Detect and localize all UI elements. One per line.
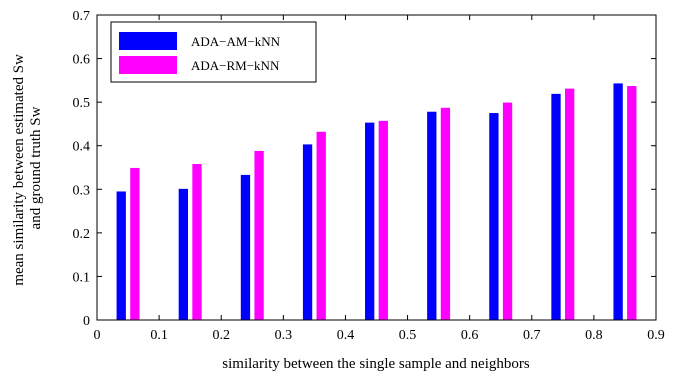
y-tick-label: 0.3	[73, 183, 91, 198]
bar-1-1	[116, 191, 126, 320]
y-tick-label: 0	[83, 314, 90, 329]
x-tick-label: 0.6	[461, 328, 479, 343]
legend: ADA−AM−kNN ADA−RM−kNN	[110, 21, 317, 83]
bar-1-8	[551, 93, 561, 320]
x-tick-label: 0.4	[337, 328, 355, 343]
legend-label-2: ADA−RM−kNN	[191, 58, 280, 73]
x-axis-label: similarity between the single sample and…	[222, 356, 530, 372]
y-tick-label: 0.4	[73, 140, 91, 155]
x-tick-label: 0.3	[275, 328, 293, 343]
bar-1-6	[427, 111, 437, 320]
plot-frame	[96, 14, 657, 321]
bar-2-4	[316, 131, 326, 320]
plot-area: 0 0.1 0.2 0.3 0.4 0.5 0.6 0.7 0.8 0.9 0 0.1 0.2 0.3 0.…	[73, 9, 665, 343]
bar-1-2	[178, 188, 188, 320]
y-axis-label-line-1: mean similarity between estimated Sw	[11, 54, 27, 286]
x-tick-label: 0.5	[399, 328, 417, 343]
legend-label-1: ADA−AM−kNN	[191, 34, 281, 49]
y-tick-label: 0.7	[73, 9, 91, 24]
y-tick-label: 0.5	[73, 96, 91, 111]
y-axis-label-line-2: and ground truth Sw	[28, 106, 44, 229]
bar-2-9	[627, 86, 637, 321]
x-tick-label: 0.2	[212, 328, 230, 343]
bar-2-8	[565, 88, 575, 320]
bar-2-6	[440, 107, 451, 320]
bar-1-5	[365, 122, 375, 321]
x-tick-label: 0.9	[647, 328, 665, 343]
x-tick-label: 0	[94, 328, 101, 343]
y-tick-label: 0.1	[73, 270, 91, 285]
bar-2-1	[130, 167, 140, 320]
y-axis-label: mean similarity between estimated Sw and…	[11, 50, 44, 285]
y-tick-label: 0.2	[73, 227, 91, 242]
bar-2-5	[378, 120, 388, 320]
legend-swatch-1	[119, 32, 177, 50]
bar-1-9	[613, 83, 623, 320]
bar-2-2	[192, 164, 202, 320]
y-tick-label: 0.6	[73, 53, 91, 68]
x-tick-label: 0.7	[523, 328, 541, 343]
legend-swatch-2	[119, 56, 177, 74]
x-tick-label: 0.1	[150, 328, 168, 343]
bar-1-7	[489, 113, 499, 320]
bar-2-3	[254, 150, 264, 320]
bar-1-3	[240, 174, 251, 320]
x-tick-label: 0.8	[585, 328, 603, 343]
bar-1-4	[302, 144, 313, 320]
bar-2-7	[502, 102, 513, 320]
